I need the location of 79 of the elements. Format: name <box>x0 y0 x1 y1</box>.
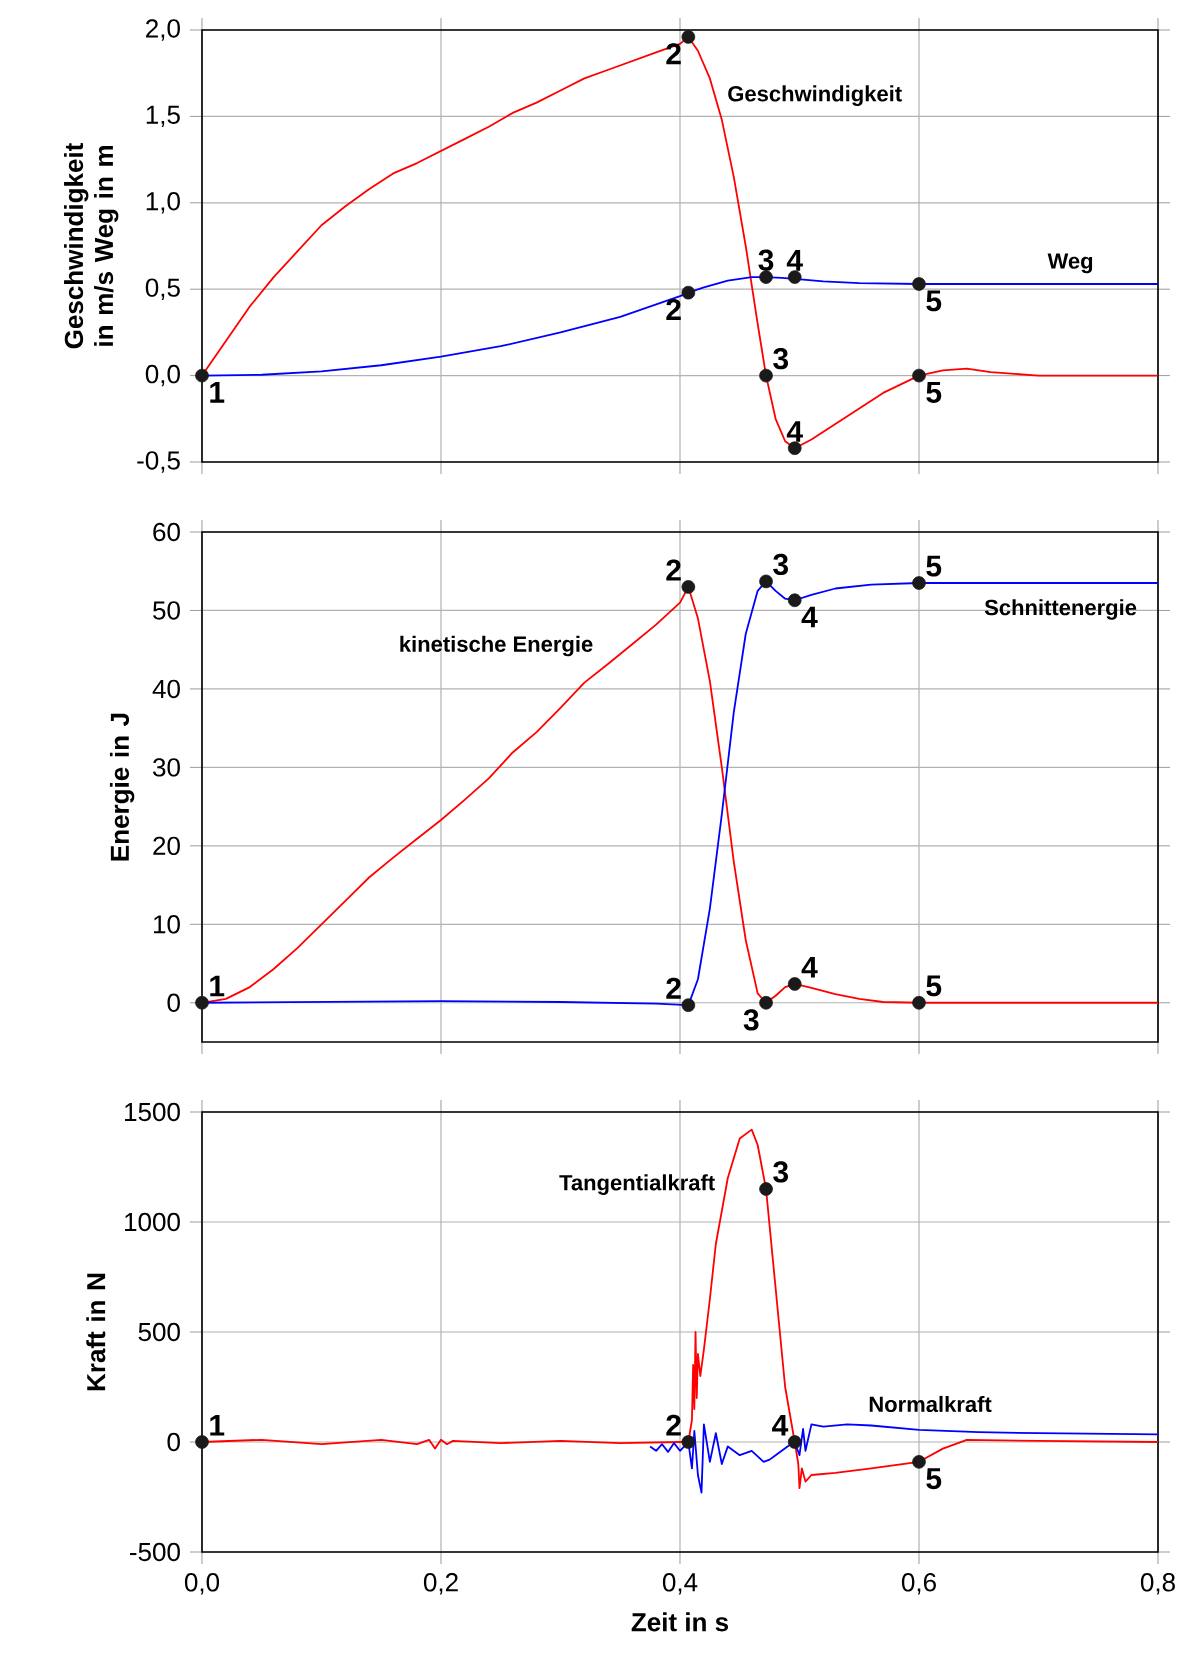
y-tick-label: 0 <box>167 1432 180 1452</box>
series-label: Tangentialkraft <box>559 1174 715 1195</box>
series-label: Schnittenergie <box>984 599 1137 620</box>
annotation: 5 <box>926 382 942 403</box>
y-tick-label: 60 <box>153 522 180 542</box>
y-tick-label: -0,5 <box>137 451 180 473</box>
y-tick-label: 1000 <box>125 1212 180 1232</box>
y-tick-label: 1,5 <box>146 105 180 128</box>
annotation: 3 <box>743 1009 759 1031</box>
point <box>759 995 773 1010</box>
y-tick-label: 0,0 <box>145 364 180 387</box>
annotation: 2 <box>666 43 681 65</box>
y-tick-label: 30 <box>153 758 180 777</box>
annotation: 3 <box>773 1161 789 1183</box>
annotation: 1 <box>210 1414 225 1436</box>
point <box>681 998 696 1012</box>
point <box>787 977 802 991</box>
x-tick-label: 0,4 <box>662 1573 698 1595</box>
y-axis-title: Energie in J <box>109 713 135 861</box>
point <box>759 368 773 383</box>
x-tick-label: 0,2 <box>423 1573 458 1595</box>
series-label: Normalkraft <box>869 1395 992 1413</box>
y-tick-label: 10 <box>153 915 180 934</box>
y-tick-label: 50 <box>153 601 180 620</box>
y-tick-label: 40 <box>152 679 180 699</box>
point <box>912 1455 926 1469</box>
point <box>759 574 773 589</box>
y-tick-label: 0 <box>167 993 180 1012</box>
annotation: 3 <box>773 347 789 370</box>
point <box>787 441 802 455</box>
x-tick-label: 0,0 <box>184 1573 220 1595</box>
annotation: 5 <box>926 290 942 312</box>
annotation: 2 <box>666 559 681 581</box>
annotation: 2 <box>666 299 681 321</box>
point <box>681 285 696 300</box>
point <box>195 368 209 383</box>
x-tick-label: 0,6 <box>901 1573 936 1595</box>
annotation: 5 <box>926 1468 942 1490</box>
x-tick-label: 0,8 <box>1140 1573 1175 1595</box>
y-tick-label: 2,0 <box>146 19 180 41</box>
series-label: Weg <box>1047 253 1093 274</box>
point <box>787 270 802 284</box>
point <box>912 995 926 1010</box>
annotation: 2 <box>666 977 681 999</box>
y-tick-label: 20 <box>153 836 180 856</box>
point <box>195 995 209 1010</box>
point <box>195 1435 209 1449</box>
point <box>759 270 773 284</box>
point <box>912 576 926 590</box>
series-label: kinetische Energie <box>400 635 593 657</box>
point <box>681 1435 696 1449</box>
point <box>681 580 696 594</box>
y-tick-label: 0,5 <box>145 278 180 300</box>
annotation: 5 <box>926 555 942 577</box>
annotation: 4 <box>786 250 803 271</box>
point <box>912 368 926 383</box>
y-tick-label: 500 <box>138 1322 180 1342</box>
annotation: 4 <box>772 1414 789 1436</box>
annotation: 3 <box>773 553 789 576</box>
y-tick-label: 1,0 <box>146 192 180 214</box>
annotation: 1 <box>210 382 225 403</box>
annotation: 4 <box>786 421 803 442</box>
annotation: 1 <box>210 975 225 997</box>
annotation: 3 <box>758 249 774 271</box>
point <box>787 1435 802 1449</box>
annotation: 4 <box>801 956 818 978</box>
y-axis-title: Kraft in N <box>86 1273 106 1391</box>
point <box>681 30 696 44</box>
annotation: 2 <box>666 1414 681 1436</box>
x-axis-title: Zeit in s <box>631 1612 729 1632</box>
point <box>759 1182 773 1196</box>
y-tick-label: 1500 <box>125 1102 180 1122</box>
annotation: 4 <box>801 606 818 628</box>
annotation: 5 <box>926 975 942 997</box>
point <box>787 593 802 608</box>
y-axis-title: Geschwindigkeit in m/s Weg in m <box>64 143 119 349</box>
point <box>912 277 926 291</box>
series-label: Geschwindigkeit <box>728 85 902 106</box>
y-tick-label: -500 <box>130 1542 180 1562</box>
